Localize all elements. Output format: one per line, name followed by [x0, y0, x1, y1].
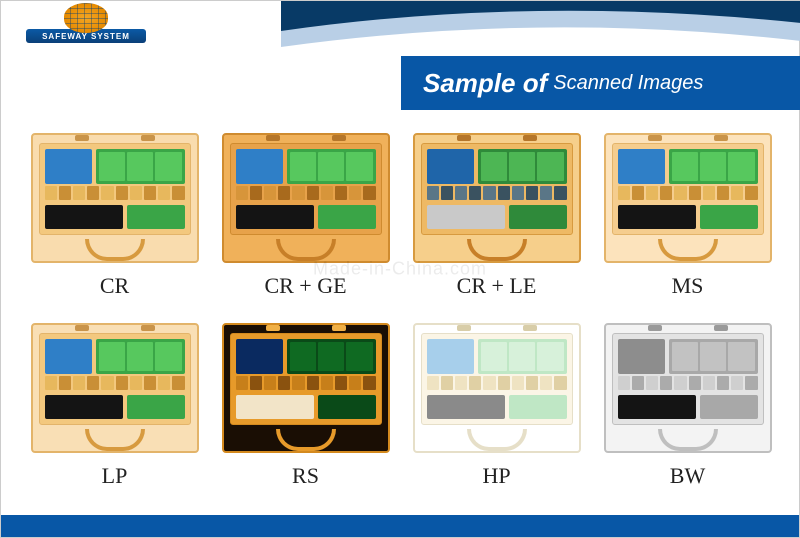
sample-cr_le: CR + LE [411, 133, 582, 299]
title-rest: Scanned Images [553, 72, 703, 95]
sample-cr_ge: CR + GE [220, 133, 391, 299]
scan-image [222, 323, 390, 453]
sample-ms: MS [602, 133, 773, 299]
sample-bw: BW [602, 323, 773, 489]
title-lead: Sample of [423, 68, 547, 99]
footer-bar [1, 515, 799, 537]
sample-label: CR + GE [264, 273, 346, 299]
scan-image [604, 323, 772, 453]
sample-cr: CR [29, 133, 200, 299]
sample-grid: CR CR + GE CR + LE MS LP RS HP BW [29, 133, 773, 489]
globe-icon [64, 3, 108, 33]
sample-label: MS [672, 273, 704, 299]
scan-image [604, 133, 772, 263]
scan-image [413, 323, 581, 453]
sample-label: LP [102, 463, 128, 489]
sample-label: CR [100, 273, 129, 299]
brand-logo: SAFEWAY SYSTEM [11, 3, 161, 53]
sample-label: RS [292, 463, 319, 489]
sample-lp: LP [29, 323, 200, 489]
scan-image [31, 133, 199, 263]
title-bar: Sample of Scanned Images [401, 56, 800, 110]
scan-image [413, 133, 581, 263]
sample-hp: HP [411, 323, 582, 489]
sample-label: BW [670, 463, 705, 489]
sample-rs: RS [220, 323, 391, 489]
sample-label: CR + LE [457, 273, 537, 299]
scan-image [222, 133, 390, 263]
sample-label: HP [482, 463, 510, 489]
scan-image [31, 323, 199, 453]
